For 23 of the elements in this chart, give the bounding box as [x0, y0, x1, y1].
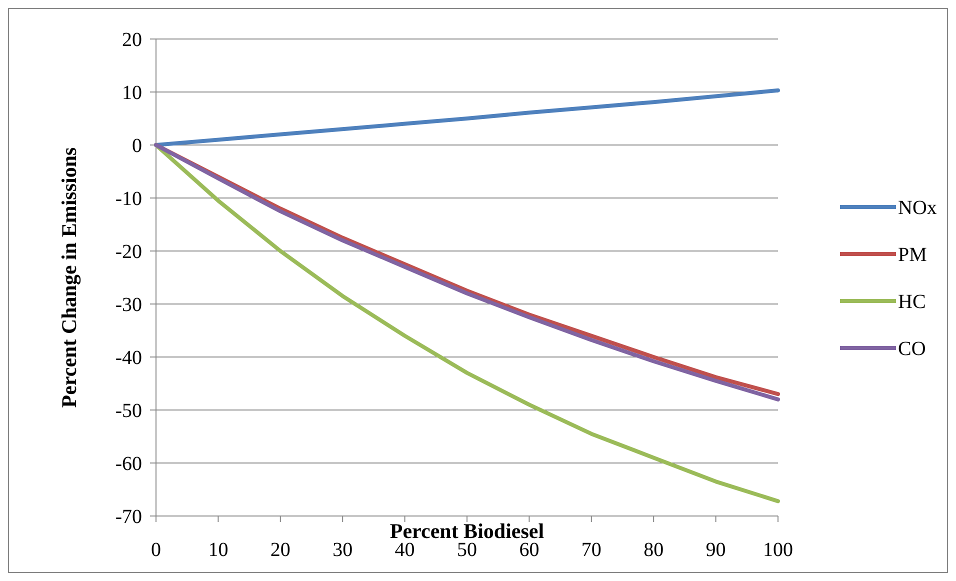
x-tick-label: 80 — [644, 539, 664, 561]
y-tick-label: 0 — [132, 135, 142, 157]
x-tick-label: 10 — [208, 539, 228, 561]
y-tick-label: -40 — [115, 347, 142, 369]
legend-label: NOx — [898, 197, 937, 219]
y-tick-label: -20 — [115, 241, 142, 263]
legend-label: HC — [898, 291, 926, 313]
x-tick-label: 20 — [270, 539, 290, 561]
y-tick-label: -30 — [115, 294, 142, 316]
x-tick-label: 70 — [581, 539, 602, 561]
legend-label: CO — [898, 338, 926, 360]
y-tick-label: -50 — [115, 400, 142, 422]
y-tick-label: -10 — [115, 188, 142, 210]
y-axis-title: Percent Change in Emissions — [57, 147, 81, 408]
x-tick-label: 90 — [706, 539, 726, 561]
y-tick-label: 20 — [122, 29, 142, 51]
x-tick-label: 100 — [763, 539, 793, 561]
y-tick-label: 10 — [122, 82, 142, 104]
legend-label: PM — [898, 244, 928, 266]
y-tick-label: -70 — [115, 506, 142, 528]
x-tick-label: 30 — [332, 539, 353, 561]
y-tick-label: -60 — [115, 453, 142, 475]
x-tick-label: 0 — [151, 539, 161, 561]
